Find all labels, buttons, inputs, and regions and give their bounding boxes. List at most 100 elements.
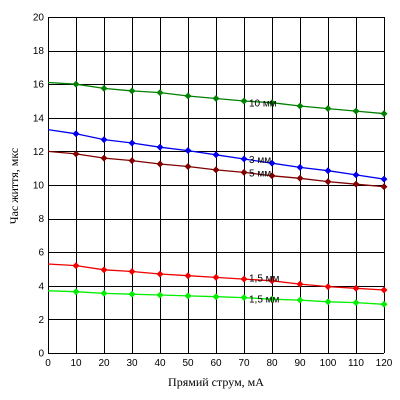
data-point	[128, 267, 136, 276]
data-point	[296, 163, 304, 171]
data-point	[380, 183, 388, 191]
x-tick-label: 80	[266, 358, 278, 369]
data-point	[240, 97, 248, 105]
data-point	[184, 147, 192, 155]
data-point	[324, 105, 332, 113]
x-tick-label: 10	[70, 358, 82, 369]
series-2	[47, 128, 388, 183]
series-labels: 10 мм 3 мм 5 мм 1,5 мм 1,5 мм	[249, 99, 280, 306]
data-point	[296, 280, 304, 288]
data-point	[72, 262, 80, 270]
data-point	[184, 292, 192, 300]
y-tick-label: 12	[33, 147, 45, 158]
x-tick-label: 50	[182, 358, 194, 369]
y-tick-label: 20	[33, 13, 45, 24]
data-point	[156, 89, 164, 97]
data-point	[184, 272, 192, 280]
series-5	[47, 288, 388, 308]
series-label: 1,5 мм	[249, 294, 280, 305]
data-point	[128, 157, 136, 165]
x-tick-label: 0	[45, 358, 51, 369]
x-tick-label: 110	[348, 358, 364, 369]
data-point	[324, 167, 332, 175]
data-point	[268, 99, 276, 107]
data-point	[240, 294, 248, 302]
y-tick-label: 16	[33, 80, 45, 91]
series-label: 10 мм	[249, 99, 277, 110]
y-tick-label: 14	[33, 113, 45, 124]
data-point	[380, 175, 388, 183]
data-point	[100, 136, 108, 144]
data-point	[128, 139, 136, 147]
data-point	[324, 298, 332, 306]
series-1	[47, 80, 388, 118]
data-point	[212, 273, 220, 281]
data-point	[184, 162, 192, 171]
x-tick-label: 70	[238, 358, 250, 369]
data-point	[352, 180, 360, 188]
data-point	[128, 290, 136, 298]
series-4	[47, 262, 388, 294]
data-point	[156, 270, 164, 278]
series-group	[47, 80, 388, 308]
data-point	[380, 286, 388, 294]
data-point	[352, 284, 360, 292]
y-tick-label: 18	[33, 46, 45, 57]
data-point	[72, 150, 80, 158]
series-label: 1,5 мм	[249, 273, 280, 284]
data-point	[72, 80, 80, 88]
data-point	[212, 94, 220, 103]
series-label: 3 мм	[249, 155, 271, 166]
y-tick-label: 2	[38, 315, 44, 326]
data-point	[240, 155, 248, 163]
data-point	[324, 283, 332, 291]
data-point	[380, 110, 388, 118]
data-point	[72, 288, 80, 296]
data-point	[240, 168, 248, 176]
data-point	[156, 143, 164, 151]
data-point	[212, 151, 220, 159]
x-tick-label: 40	[154, 358, 166, 369]
data-point	[296, 102, 304, 110]
x-tick-label: 20	[98, 358, 110, 369]
data-point	[240, 275, 248, 283]
x-tick-labels: 0 10 20 30 40 50 60 70 80 90 100 110 120	[45, 358, 393, 369]
data-point	[296, 296, 304, 304]
y-tick-label: 10	[33, 181, 45, 192]
x-axis-title: Прямий струм, мА	[168, 375, 264, 389]
data-point	[100, 154, 108, 162]
data-point	[268, 172, 276, 180]
data-point	[268, 159, 276, 167]
data-point	[352, 299, 360, 307]
data-point	[324, 178, 332, 186]
data-point	[212, 166, 220, 174]
y-tick-label: 0	[38, 349, 44, 360]
data-point	[268, 295, 276, 303]
data-point	[128, 87, 136, 95]
data-point	[100, 84, 108, 92]
data-point	[268, 277, 276, 285]
y-tick-label: 8	[38, 214, 44, 225]
y-tick-label: 4	[38, 281, 44, 292]
y-tick-label: 6	[38, 248, 44, 259]
y-axis-title: Час життя, мкс	[7, 148, 21, 224]
data-point	[352, 107, 360, 115]
x-tick-label: 90	[294, 358, 306, 369]
data-point	[352, 171, 360, 179]
data-point	[296, 174, 304, 182]
x-tick-label: 60	[210, 358, 222, 369]
x-tick-label: 120	[376, 358, 393, 369]
series-3	[47, 150, 388, 191]
data-point	[380, 300, 388, 308]
data-point	[72, 130, 80, 138]
x-tick-label: 30	[126, 358, 138, 369]
data-point	[100, 266, 108, 274]
y-tick-labels: 0 2 4 6 8 10 12 14 16 18 20	[33, 13, 45, 360]
data-point	[156, 291, 164, 299]
data-point	[100, 289, 108, 297]
x-tick-label: 100	[320, 358, 337, 369]
data-point	[212, 293, 220, 301]
data-point	[184, 92, 192, 100]
series-label: 5 мм	[249, 168, 271, 179]
